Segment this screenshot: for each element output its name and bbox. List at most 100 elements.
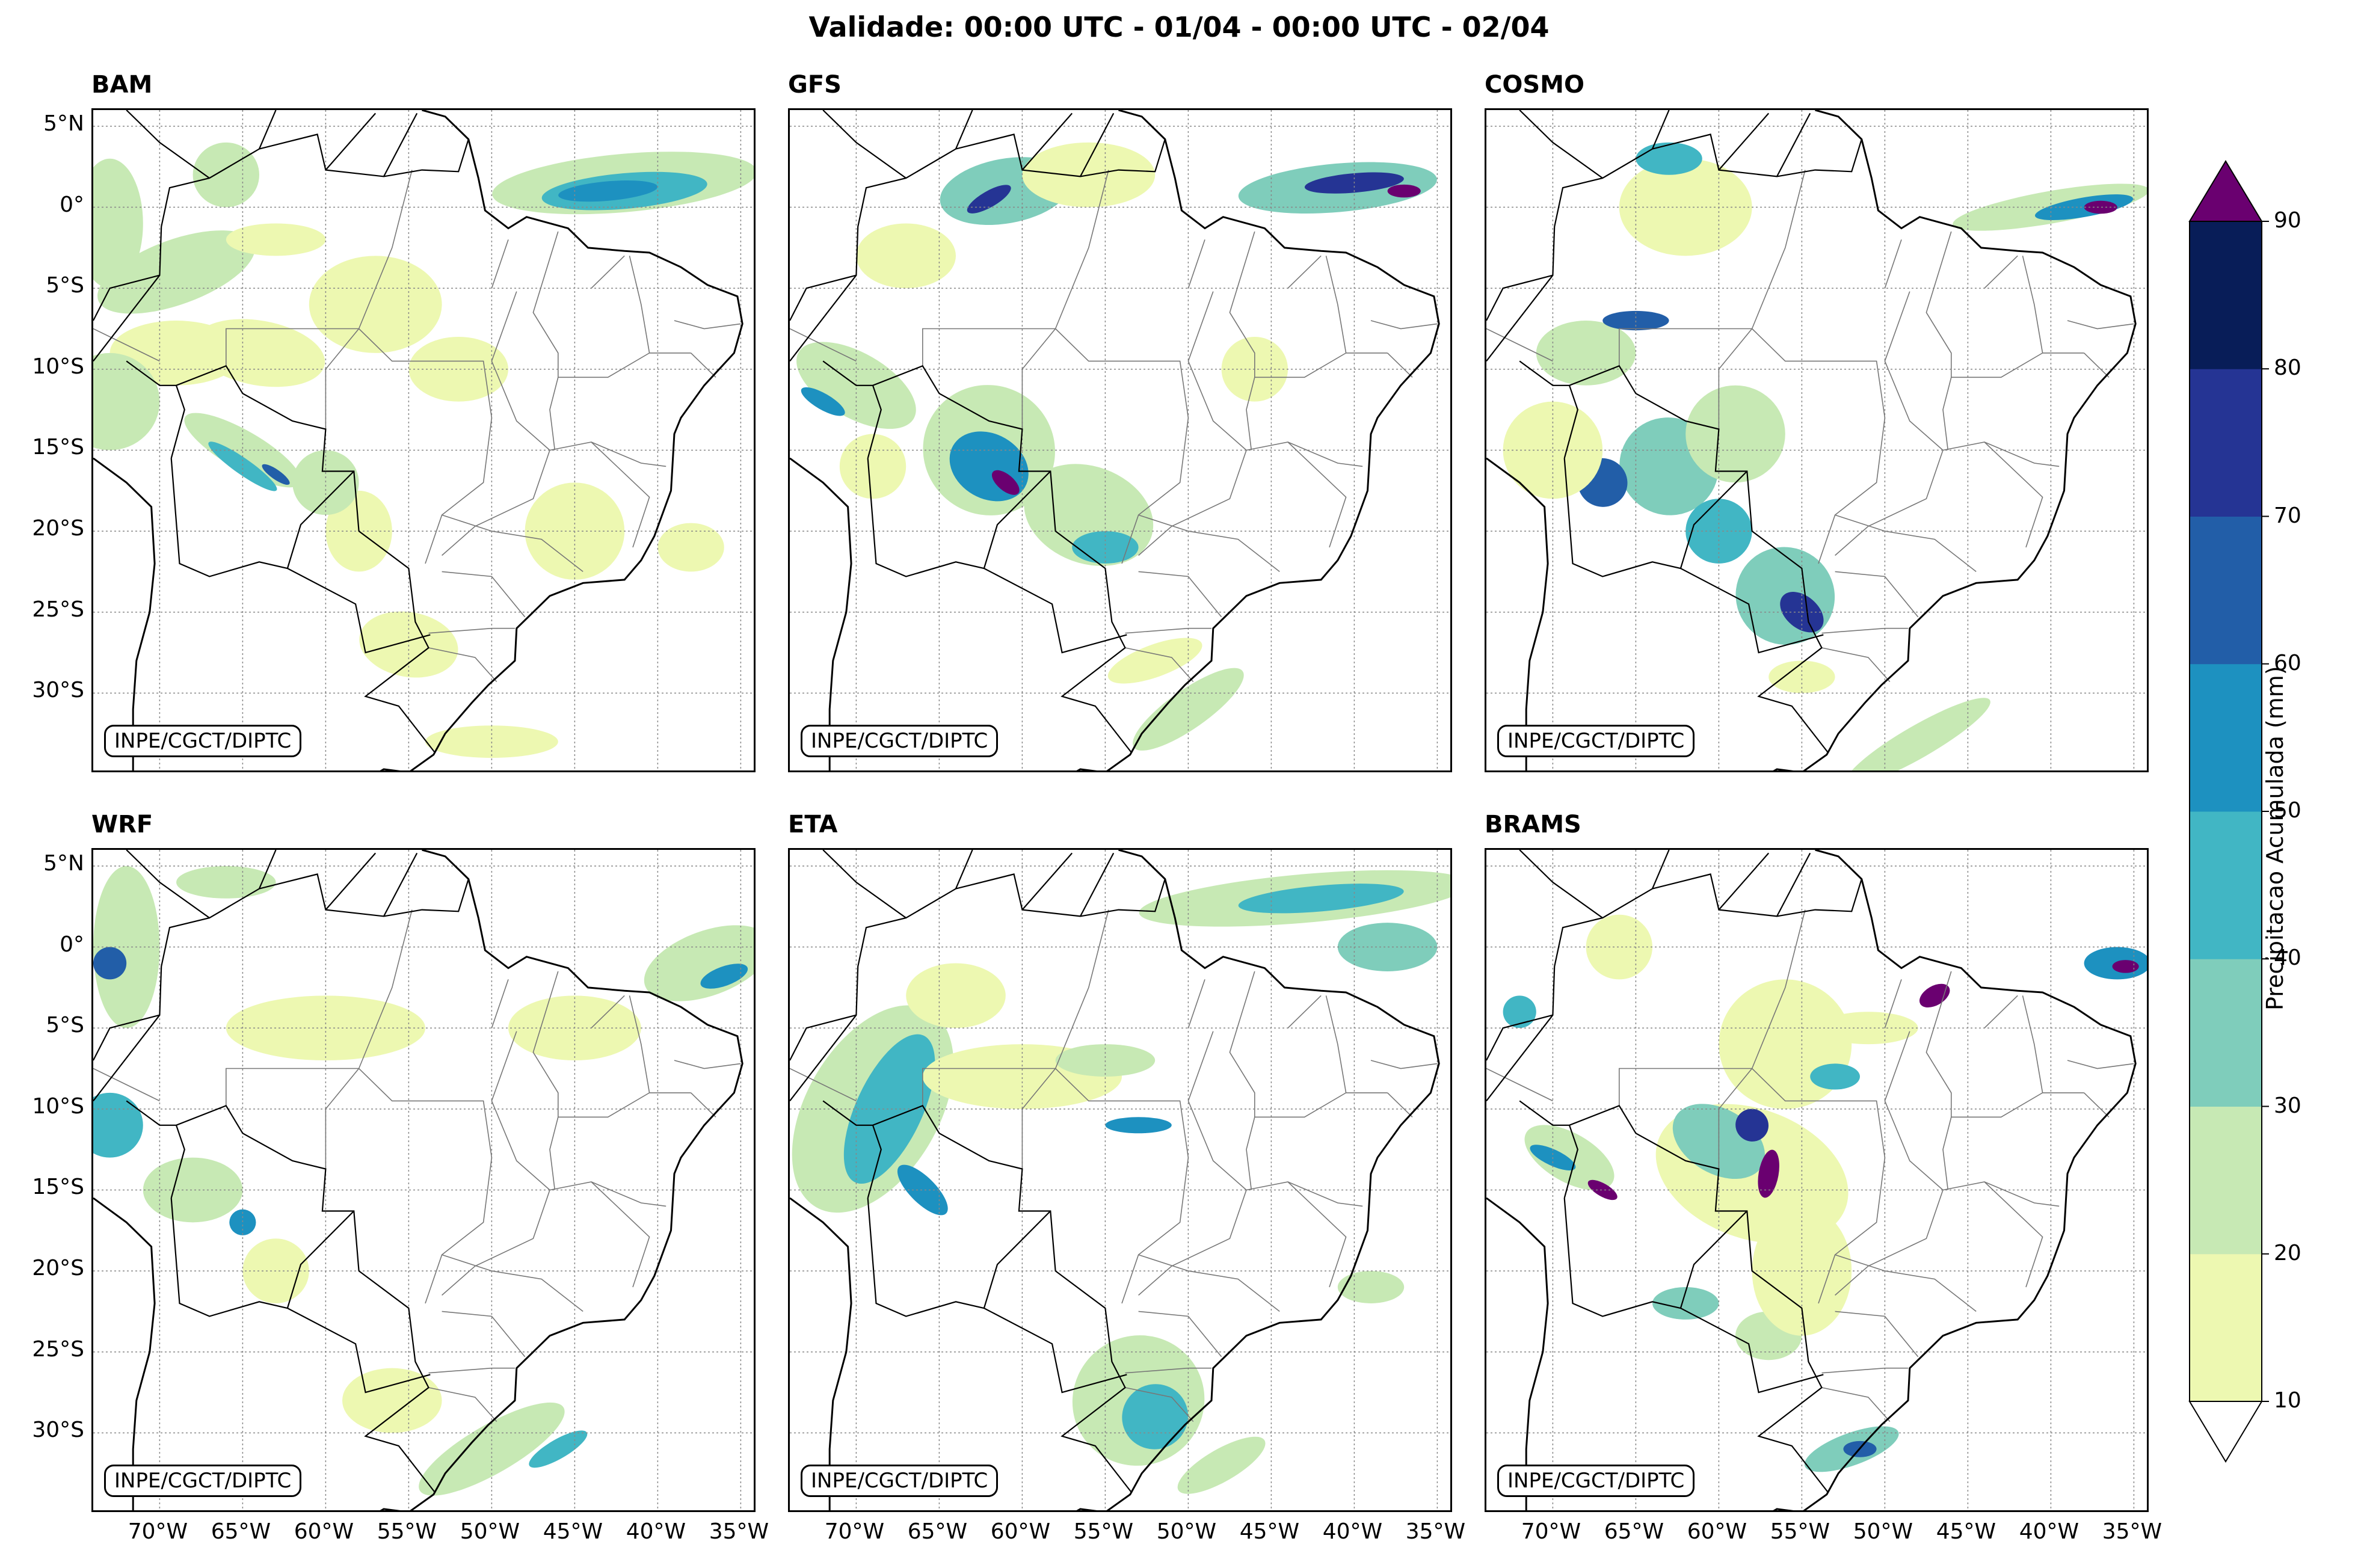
state-border [1619,909,1806,1106]
state-border [1942,441,2043,548]
precip-area [2035,194,2134,221]
state-border [1187,239,1205,289]
state-border [674,1060,741,1069]
state-border [790,328,857,362]
lon-tick-label: 55°W [1073,1519,1134,1544]
lon-tick-label: 60°W [990,1519,1051,1544]
lat-tick-label: 30°S [32,678,84,703]
precip-area [93,865,160,1028]
lon-tick-label: 70°W [1521,1519,1581,1544]
lat-tick-label: 15°S [32,435,84,460]
state-border [1021,328,1056,429]
country-border [1486,1014,1553,1061]
panel-title-wrf: WRF [91,811,153,838]
state-border [1229,231,1255,378]
lat-tick-label: 5°N [43,111,84,136]
precip-area [2084,200,2117,214]
country-border [1080,112,1115,177]
state-border [1138,1254,1280,1312]
country-border [1563,385,1578,459]
state-border [1718,328,1753,429]
state-border [1246,441,1347,548]
colorbar-segment [2190,1106,2262,1255]
state-border [2084,1092,2110,1118]
precip-area [1387,184,1421,198]
state-border [442,1254,583,1312]
precip-area [1810,1063,1860,1090]
precip-area [1337,1271,1405,1303]
state-border [1287,441,1363,467]
state-border [1138,571,1222,618]
lat-tick-label: 10°S [32,354,84,379]
state-border [1486,1068,1553,1102]
country-border [1718,112,1770,171]
country-border [1486,134,1862,362]
colorbar-segment [2190,516,2262,665]
country-border [1021,852,1073,911]
state-border [549,995,650,1190]
state-border [325,1068,360,1169]
precip-area [906,963,1006,1028]
country-border [93,134,469,362]
precip-area [359,611,458,678]
state-border [922,170,1109,366]
state-border [93,328,160,362]
country-border [1563,458,1824,654]
lon-tick-label: 65°W [1604,1519,1664,1544]
colorbar-segment [2190,369,2262,517]
credit-label: INPE/CGCT/DIPTC [104,725,302,757]
state-border [2067,320,2134,330]
state-border [1984,1181,2060,1207]
country-border [983,1210,1051,1309]
state-border [1835,1311,1919,1357]
country-border [258,850,277,890]
lat-tick-label: 30°S [32,1418,84,1443]
coastline [93,110,743,770]
state-border [1287,995,1322,1028]
state-border [325,328,360,429]
country-border [822,1100,1133,1493]
country-border [1519,110,1603,179]
credit-label: INPE/CGCT/DIPTC [1497,1465,1695,1497]
country-border [1486,274,1553,321]
colorbar-tick-label: 80 [2274,355,2301,381]
credit-label: INPE/CGCT/DIPTC [1497,725,1695,757]
precip-area [1177,1436,1266,1494]
precip-area [1587,1179,1618,1201]
state-border [1984,995,2018,1028]
lon-tick-label: 40°W [626,1519,686,1544]
country-border [93,1014,160,1061]
country-border [1563,1125,1578,1199]
map-panel-brams: INPE/CGCT/DIPTC [1485,848,2149,1512]
precip-area [1107,638,1202,684]
state-border [1942,256,2043,450]
precip-area [839,434,907,499]
map-svg [790,850,1450,1510]
colorbar-segment [2190,221,2262,369]
precip-area [93,947,127,980]
colorbar-segment [2190,959,2262,1107]
lon-tick-label: 60°W [1687,1519,1747,1544]
state-border [922,909,1109,1106]
country-border [170,458,431,654]
lon-tick-label: 70°W [824,1519,885,1544]
colorbar-tick-label: 30 [2274,1093,2301,1118]
country-border [1519,850,1603,918]
map-panel-wrf: INPE/CGCT/DIPTC [91,848,756,1512]
state-border [532,231,559,378]
country-border [126,1100,436,1493]
country-border [1776,852,1811,917]
precip-area [644,925,754,1001]
colorbar-tick-label: 70 [2274,503,2301,528]
lon-tick-label: 40°W [1322,1519,1383,1544]
lon-tick-label: 65°W [907,1519,968,1544]
country-border [170,1125,185,1199]
country-border [383,112,418,177]
state-border [1187,979,1205,1028]
precip-area [93,352,160,450]
lat-tick-label: 20°S [32,516,84,541]
precip-area [229,1209,256,1235]
country-border [867,1125,882,1199]
precip-area [208,441,277,491]
